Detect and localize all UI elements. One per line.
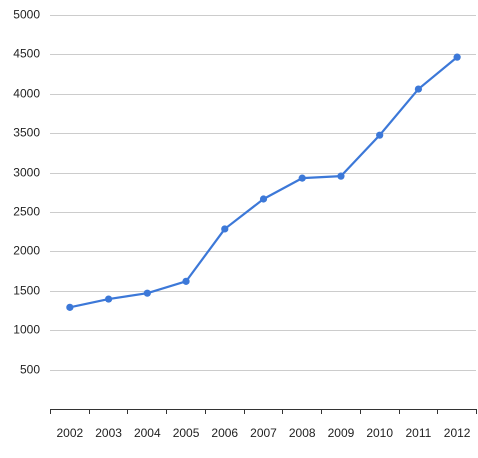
- x-tick-labels: 2002 2003 2004 2005 2006 2007 2008 2009 2010 2011…: [57, 426, 471, 440]
- data-point: [414, 85, 423, 93]
- y-tick-label: 2000: [13, 244, 40, 258]
- x-tick-label: 2008: [289, 426, 316, 440]
- y-tick-label: 3000: [13, 166, 40, 180]
- x-tick-label: 2005: [173, 426, 200, 440]
- x-tick-label: 2004: [134, 426, 161, 440]
- y-tick-label: 1000: [13, 323, 40, 337]
- data-point: [376, 131, 384, 139]
- data-point: [298, 174, 306, 182]
- x-tick-label: 2010: [366, 426, 393, 440]
- series: [66, 53, 461, 311]
- x-axis: [50, 409, 477, 414]
- data-point: [337, 172, 345, 180]
- gridlines: [50, 15, 476, 371]
- y-tick-label: 500: [20, 363, 40, 377]
- y-tick-label: 3500: [13, 126, 40, 140]
- x-tick-label: 2003: [95, 426, 122, 440]
- data-point: [104, 295, 113, 303]
- data-point: [259, 195, 268, 203]
- data-point: [66, 303, 74, 311]
- data-point: [182, 277, 190, 285]
- y-tick-label: 2500: [13, 205, 40, 219]
- x-tick-label: 2011: [406, 426, 432, 440]
- x-tick-label: 2007: [250, 426, 277, 440]
- y-tick-label: 1500: [13, 284, 40, 298]
- data-point: [453, 53, 461, 61]
- data-point: [221, 225, 229, 233]
- y-tick-label: 4000: [13, 87, 40, 101]
- y-tick-labels: 500 1000 1500 2000 2500 3000 3500 4000 4500 5000: [13, 8, 40, 377]
- x-tick-label: 2006: [211, 426, 238, 440]
- data-point: [143, 289, 151, 297]
- x-tick-label: 2009: [328, 426, 355, 440]
- x-tick-label: 2002: [57, 426, 84, 440]
- x-tick-label: 2012: [444, 426, 471, 440]
- y-tick-label: 4500: [13, 47, 40, 61]
- y-tick-label: 5000: [13, 8, 40, 22]
